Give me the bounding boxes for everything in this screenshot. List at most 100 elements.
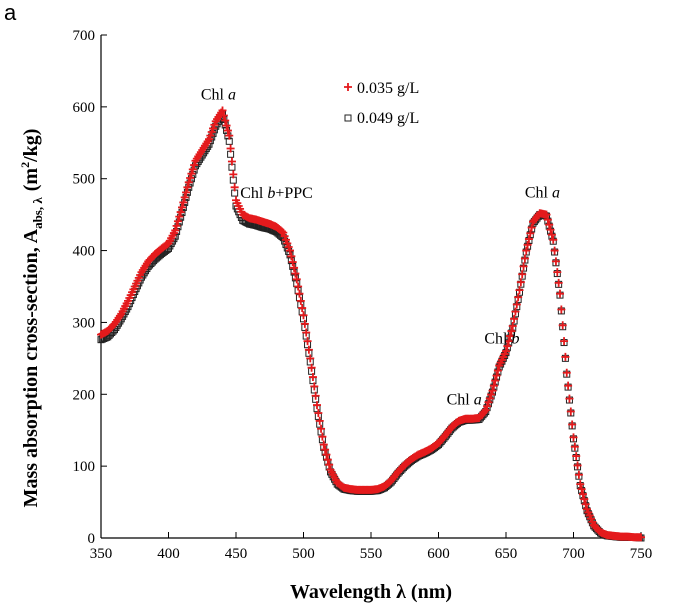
annotation-italic: b <box>512 330 520 347</box>
data-point-plus <box>483 402 492 411</box>
data-point-plus <box>554 278 563 287</box>
legend-plus-icon <box>344 83 352 91</box>
series-0-035-markers <box>97 106 645 542</box>
data-point-plus <box>303 337 312 346</box>
data-point-plus <box>526 229 535 238</box>
x-tick-label: 500 <box>292 546 315 562</box>
data-point-plus <box>510 314 519 323</box>
data-point-plus <box>504 337 513 346</box>
annotation-italic: a <box>228 87 236 104</box>
data-point-plus <box>556 289 564 298</box>
data-point-plus <box>281 235 290 244</box>
data-point-plus <box>311 391 320 400</box>
data-point-plus <box>637 533 645 542</box>
annotation-suffix: +PPC <box>275 185 313 202</box>
data-point-plus <box>223 126 232 135</box>
data-point-plus <box>323 455 332 464</box>
data-point-plus <box>304 345 313 354</box>
data-point-plus <box>488 386 497 395</box>
data-point-plus <box>310 382 319 391</box>
data-point-plus <box>550 246 559 255</box>
data-point-plus <box>308 373 317 382</box>
annotation-italic: a <box>474 391 482 408</box>
data-point-plus <box>508 322 517 331</box>
peak-annotation: Chl b+PPC <box>240 185 313 202</box>
annotation-italic: b <box>267 185 275 202</box>
data-point-plus <box>280 232 289 241</box>
legend: 0.035 g/L 0.049 g/L <box>344 80 419 127</box>
data-point-plus <box>566 407 575 416</box>
data-point-plus <box>227 157 236 166</box>
data-point-plus <box>577 485 586 494</box>
annotation-italic: a <box>552 184 560 201</box>
annotation-prefix: Chl <box>525 184 552 201</box>
data-point-plus <box>558 321 567 330</box>
data-point-plus <box>207 128 216 137</box>
data-point-plus <box>290 263 299 272</box>
x-tick-label: 350 <box>90 546 113 562</box>
data-point-plus <box>551 257 560 266</box>
x-tick-label: 700 <box>562 546 585 562</box>
data-point-plus <box>506 332 515 341</box>
data-point-plus <box>511 307 520 316</box>
peak-annotation: Chl a <box>525 184 560 201</box>
y-axis-title-main: Mass absorption cross-section, A <box>20 228 42 507</box>
data-point-plus <box>173 217 182 226</box>
panel-label: a <box>4 0 17 25</box>
data-point-plus <box>321 445 330 454</box>
data-point-plus <box>518 270 527 279</box>
x-tick-label: 600 <box>427 546 450 562</box>
data-point-plus <box>325 460 334 469</box>
data-point-plus <box>184 178 193 187</box>
x-tick-label: 450 <box>225 546 248 562</box>
annotation-prefix: Chl <box>484 330 511 347</box>
annotation-prefix: Chl <box>201 87 228 104</box>
data-point-plus <box>284 242 293 251</box>
y-tick-label: 400 <box>73 244 96 260</box>
data-point-plus <box>542 210 551 219</box>
data-point-plus <box>561 352 570 361</box>
data-point-plus <box>318 432 327 441</box>
data-point-plus <box>549 235 558 244</box>
data-point-plus <box>319 440 328 449</box>
data-point-plus <box>491 376 500 385</box>
data-point-plus <box>230 183 239 192</box>
data-point-plus <box>512 300 521 309</box>
data-point-plus <box>570 442 579 451</box>
annotation-prefix: Chl <box>240 185 267 202</box>
data-point-plus <box>565 394 574 403</box>
data-point-plus <box>218 106 227 115</box>
data-point-plus <box>527 223 536 232</box>
data-point-plus <box>580 495 589 504</box>
data-point-plus <box>229 170 238 179</box>
data-point-plus <box>480 407 489 416</box>
data-point-plus <box>292 275 301 284</box>
y-axis-title-unit-prefix: (m <box>20 168 42 192</box>
data-point-plus <box>279 228 288 237</box>
y-tick-label: 100 <box>73 459 96 475</box>
data-point-plus <box>296 296 305 305</box>
data-point-plus <box>225 131 234 140</box>
data-point-plus <box>569 433 578 442</box>
data-point-plus <box>180 193 189 202</box>
data-point-plus <box>523 240 532 249</box>
data-point-plus <box>190 161 199 170</box>
data-point-plus <box>573 461 582 470</box>
data-point-plus <box>187 169 196 178</box>
data-point-plus <box>219 111 228 120</box>
y-axis-title-unit-sup: 2 <box>18 162 32 168</box>
x-tick-label: 750 <box>630 546 653 562</box>
data-point-plus <box>487 390 496 399</box>
data-point-plus <box>520 254 529 263</box>
data-point-plus <box>546 225 555 234</box>
data-point-plus <box>519 262 528 271</box>
data-point-plus <box>287 252 296 261</box>
data-point-plus <box>186 173 195 182</box>
data-point-plus <box>291 269 300 278</box>
data-point-plus <box>172 221 181 230</box>
data-point-plus <box>560 337 569 346</box>
data-point-plus <box>515 286 524 295</box>
data-point-plus <box>492 371 501 380</box>
